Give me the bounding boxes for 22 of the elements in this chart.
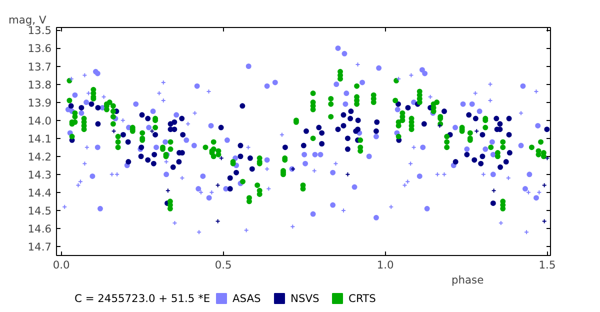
y-tick-label: 14.5 [28, 204, 52, 218]
y-tick-label: 14.2 [28, 150, 52, 164]
x-tick-label: 0.0 [52, 258, 70, 272]
y-tick-label: 13.9 [28, 96, 52, 110]
x-tick-label: 1.0 [376, 258, 394, 272]
y-tick-label: 14.3 [28, 168, 52, 182]
y-tick-label: 13.7 [28, 60, 52, 74]
y-tick-label: 13.8 [28, 78, 52, 92]
y-tick-label: 13.6 [28, 42, 52, 56]
x-axis-title: phase [452, 274, 484, 286]
text: C = 2455723.0 + 51.5 *E [74, 292, 210, 305]
y-tick-label: 14.6 [28, 222, 52, 236]
legend-label: CRTS [348, 292, 376, 305]
y-axis-title: mag, V [8, 14, 47, 26]
legend-label: NSVS [290, 292, 320, 305]
y-tick-label: 14.1 [28, 132, 52, 146]
x-tick-label: 0.5 [214, 258, 232, 272]
x-tick-label: 1.5 [538, 258, 556, 272]
legend-label: ASAS [232, 292, 262, 305]
y-tick-label: 14.7 [28, 240, 52, 254]
y-tick-label: 14.4 [28, 186, 52, 200]
y-tick-label: 14.0 [28, 114, 52, 128]
